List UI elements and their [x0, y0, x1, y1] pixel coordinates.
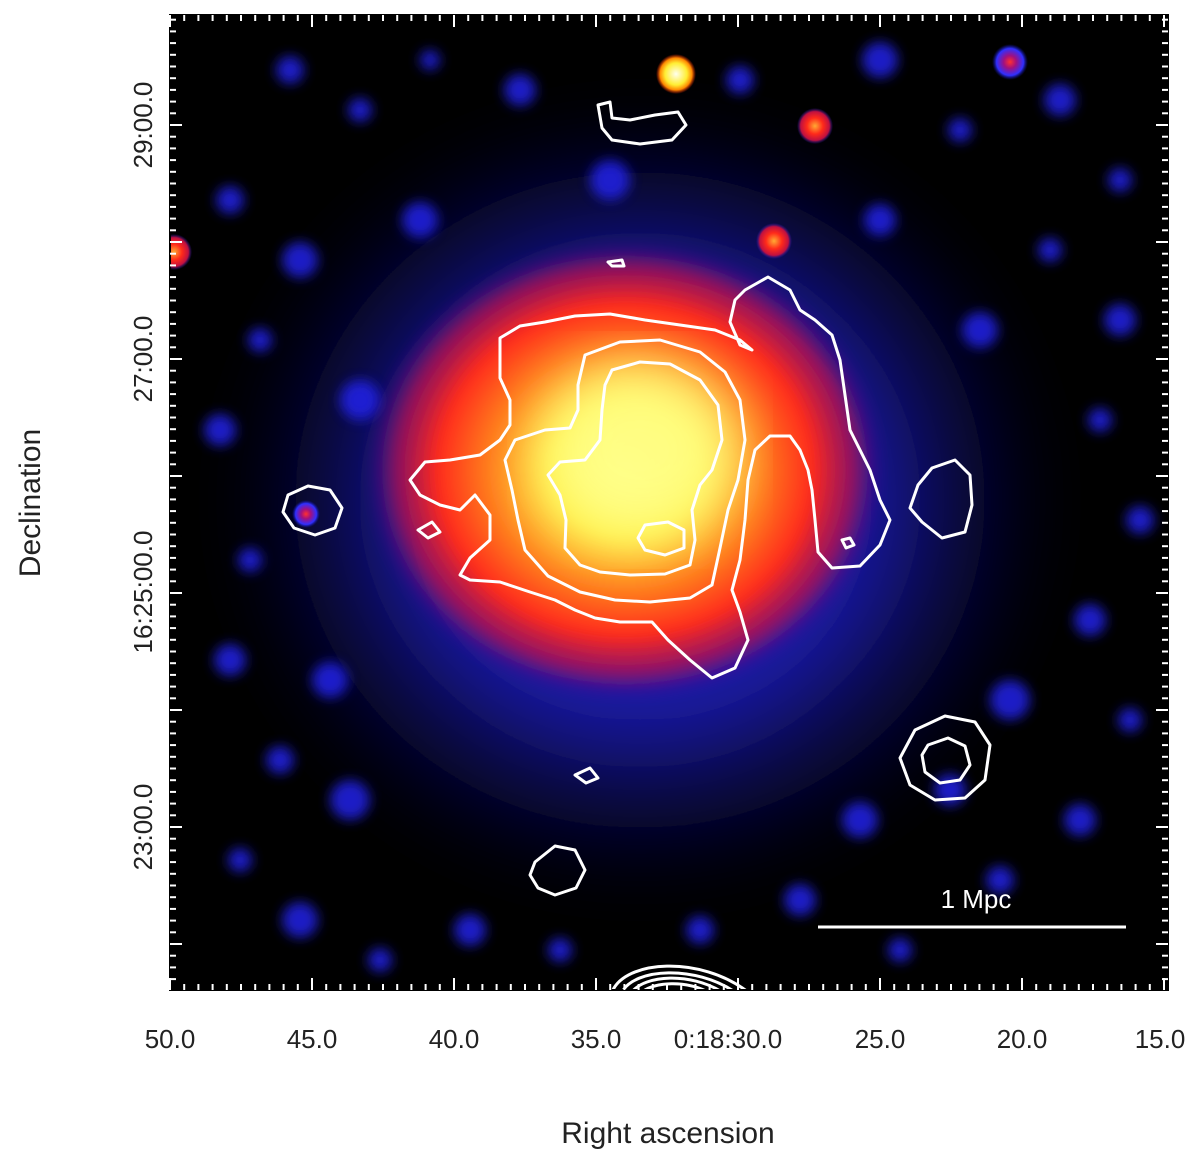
cluster-core-inner: [545, 365, 735, 535]
x-tick-label: 15.0: [1135, 1024, 1186, 1054]
y-tick-label: 16:25:00.0: [128, 531, 158, 654]
point-source-bright: [656, 54, 696, 94]
contour-bottom-1: [611, 964, 748, 990]
point-source: [797, 108, 833, 144]
contour-tiny-n: [606, 258, 626, 268]
noise-blotches: [204, 42, 1154, 972]
point-source: [756, 223, 792, 259]
contour-east-blob: [908, 458, 974, 540]
axis-ticks: [169, 15, 1168, 990]
x-tick-label: 35.0: [571, 1024, 622, 1054]
contour-south-small: [573, 766, 600, 785]
point-source: [992, 44, 1028, 80]
contour-outer: [408, 275, 892, 680]
x-tick-labels: 50.0 45.0 40.0 35.0 0:18:30.0 25.0 20.0 …: [145, 1024, 1186, 1054]
x-tick-label: 25.0: [855, 1024, 906, 1054]
x-tick-label: 40.0: [429, 1024, 480, 1054]
contour-south-blob: [528, 844, 587, 897]
contour-core-knot: [636, 520, 686, 557]
y-tick-label: 27:00.0: [128, 316, 158, 403]
scale-bar-label: 1 Mpc: [941, 884, 1012, 914]
y-tick-label: 23:00.0: [128, 784, 158, 871]
x-tick-label: 45.0: [287, 1024, 338, 1054]
contour-west-source: [281, 484, 344, 537]
y-axis-title: Declination: [14, 429, 47, 577]
y-tick-labels: 29:00.0 27:00.0 16:25:00.0 23:00.0: [128, 82, 158, 871]
point-source: [170, 234, 192, 270]
x-axis-title: Right ascension: [561, 1117, 774, 1150]
plot-frame: [169, 14, 1169, 991]
contour-se-outer: [898, 714, 992, 802]
contour-north: [596, 100, 688, 146]
radio-contours: [281, 100, 992, 990]
x-tick-label: 50.0: [145, 1024, 196, 1054]
x-tick-label: 20.0: [997, 1024, 1048, 1054]
contour-se-inner: [920, 736, 972, 785]
contour-bottom-3: [631, 976, 722, 990]
x-tick-label: 0:18:30.0: [674, 1024, 782, 1054]
point-source: [292, 500, 320, 528]
image-panel: 1 Mpc: [170, 15, 1168, 990]
contour-bottom-2: [621, 971, 735, 990]
contour-tiny-e: [840, 536, 856, 550]
contour-mid: [503, 338, 747, 604]
contour-tiny-w: [416, 520, 442, 540]
contour-inner: [546, 360, 724, 577]
y-tick-label: 29:00.0: [128, 82, 158, 169]
